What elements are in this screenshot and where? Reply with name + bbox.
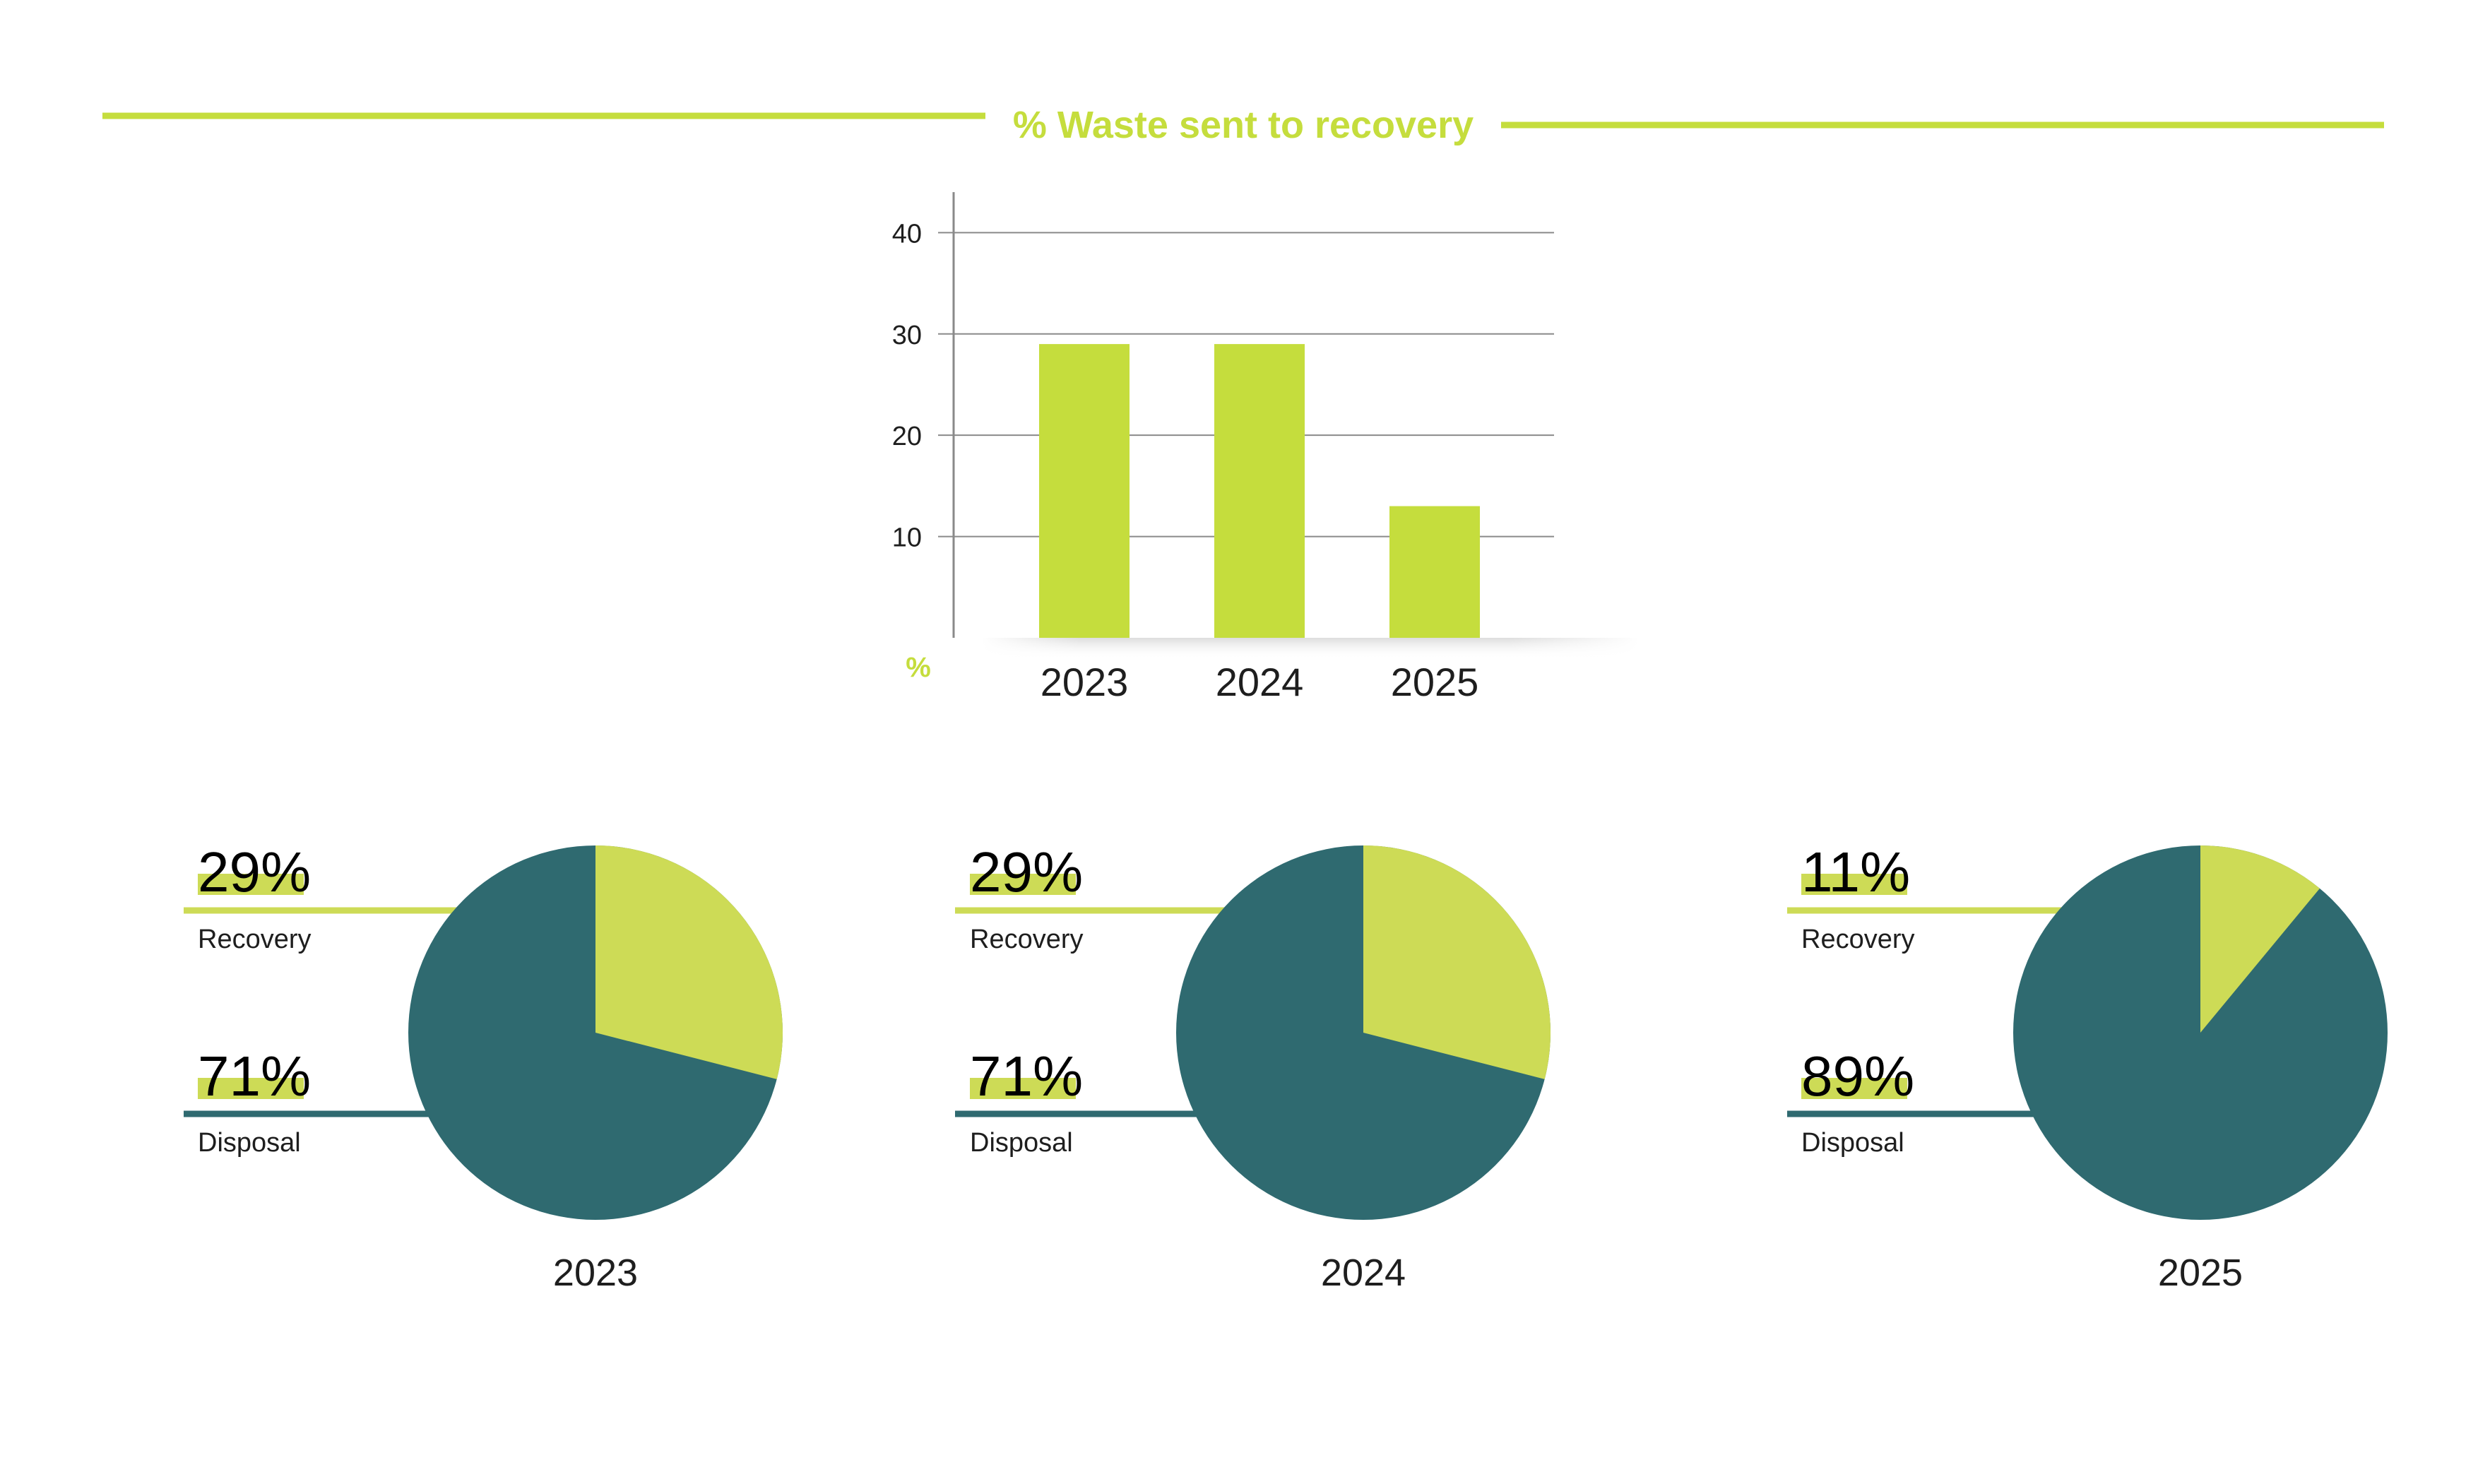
y-tick-label: 20 (892, 422, 922, 451)
disposal-value: 71% (198, 1045, 311, 1108)
chart-title: % Waste sent to recovery (1013, 104, 1474, 146)
disposal-value-highlight (970, 1078, 1076, 1099)
recovery-value-highlight (1801, 874, 1907, 895)
pie-slice-recovery (595, 845, 783, 1079)
bar-base-fade (982, 638, 1639, 659)
recovery-value: 29% (970, 841, 1083, 903)
y-tick-label: 10 (892, 523, 922, 553)
pie-year-label: 2025 (2158, 1252, 2243, 1294)
y-tick-label: 40 (892, 219, 922, 249)
pie-charts: 29% Recovery 71% Disposal 2023 29% Recovery 71%… (184, 841, 2388, 1294)
x-tick-label: 2025 (1391, 660, 1479, 704)
pie-year-label: 2024 (1321, 1252, 1406, 1294)
x-tick-label: 2023 (1041, 660, 1129, 704)
recovery-label: Recovery (198, 925, 312, 954)
pie-slice-recovery (2200, 845, 2320, 1033)
disposal-label: Disposal (198, 1128, 301, 1158)
x-tick-label: 2024 (1216, 660, 1304, 704)
bar-chart: 10 20 30 40 2023 2024 2025 % (892, 192, 1639, 704)
pie-chart-2025: 11% Recovery 89% Disposal 2025 (1787, 841, 2388, 1294)
bar-2023 (1039, 344, 1130, 638)
disposal-label: Disposal (1801, 1128, 1904, 1158)
recovery-value: 11% (1801, 841, 1910, 903)
disposal-value: 71% (970, 1045, 1083, 1108)
disposal-value: 89% (1801, 1045, 1914, 1108)
disposal-value-highlight (198, 1078, 304, 1099)
recovery-value: 29% (198, 841, 311, 903)
recovery-value-highlight (198, 874, 304, 895)
pie-year-label: 2023 (553, 1252, 638, 1294)
recovery-label: Recovery (970, 925, 1084, 954)
disposal-value-highlight (1801, 1078, 1907, 1099)
pie-chart-2024: 29% Recovery 71% Disposal 2024 (955, 841, 1551, 1294)
recovery-label: Recovery (1801, 925, 1915, 954)
bar-2024 (1214, 344, 1305, 638)
disposal-label: Disposal (970, 1128, 1073, 1158)
pie-slice-recovery (1363, 845, 1551, 1079)
y-axis-unit-label: % (906, 652, 931, 683)
recovery-value-highlight (970, 874, 1076, 895)
bar-2025 (1389, 506, 1480, 638)
y-tick-label: 30 (892, 321, 922, 350)
pie-chart-2023: 29% Recovery 71% Disposal 2023 (184, 841, 783, 1294)
